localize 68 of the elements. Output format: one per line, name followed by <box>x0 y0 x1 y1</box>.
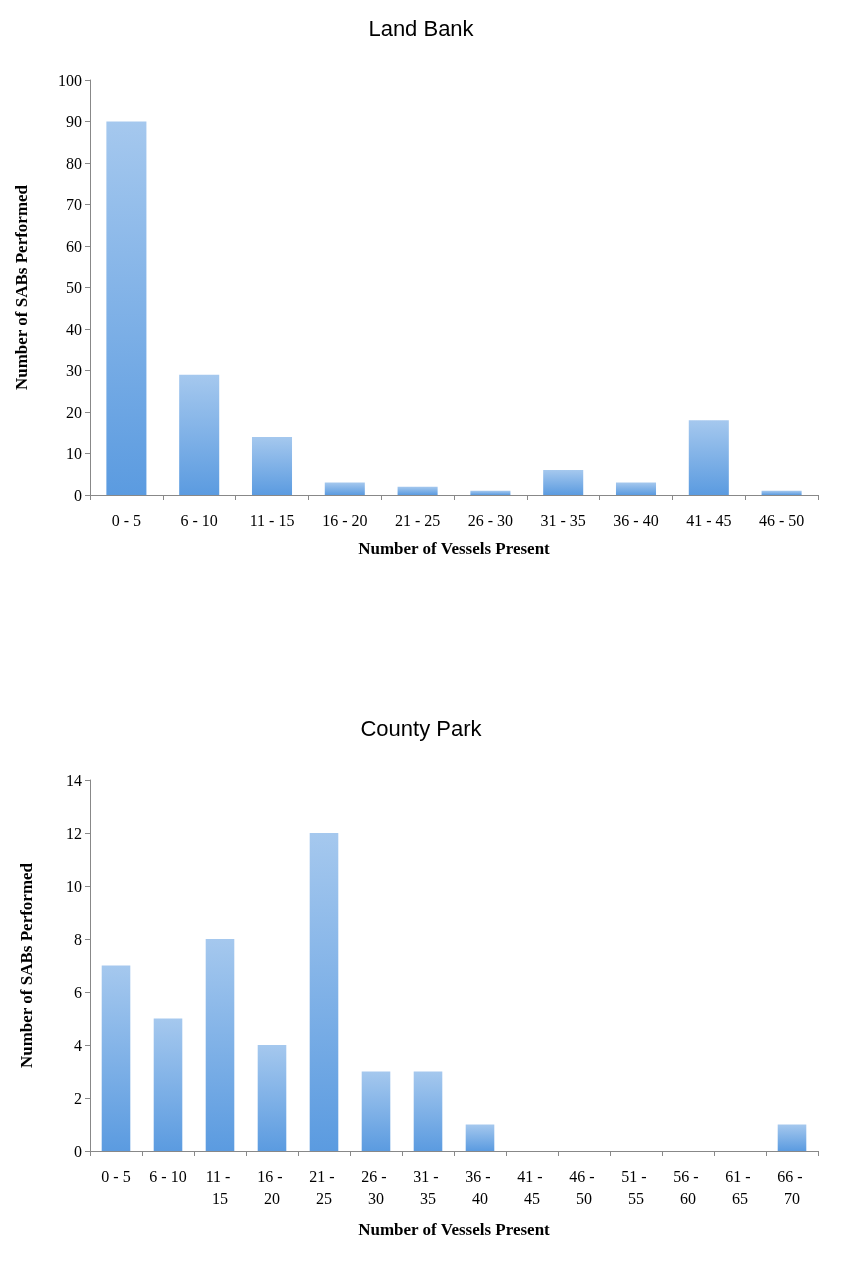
y-tick-label: 10 <box>66 877 82 895</box>
x-tick-label: 11 - 15 <box>249 511 295 529</box>
bar <box>361 1071 391 1151</box>
y-tick-label: 20 <box>66 403 82 421</box>
x-tick-label: 16 - 20 <box>257 1167 287 1207</box>
y-axis-title: Number of SABs Performed <box>12 184 31 391</box>
y-tick-label: 30 <box>66 362 82 379</box>
bar <box>777 1124 807 1151</box>
y-axis-title: Number of SABs Performed <box>17 862 36 1069</box>
y-tick-label: 60 <box>66 237 82 255</box>
y-tick-label: 40 <box>66 320 82 338</box>
bar <box>309 833 339 1151</box>
x-tick-label: 16 - 20 <box>322 511 368 529</box>
bar <box>470 490 511 495</box>
x-tick-label: 46 - 50 <box>758 511 805 529</box>
bar <box>543 470 584 495</box>
y-tick-label: 100 <box>58 71 82 89</box>
x-tick-label: 21 - 25 <box>394 511 441 529</box>
y-tick-label: 14 <box>66 771 82 789</box>
x-axis-title: Number of Vessels Present <box>358 539 551 558</box>
x-tick-label: 51 - 55 <box>621 1167 651 1207</box>
bar <box>251 436 293 495</box>
bar <box>413 1071 443 1151</box>
x-tick-label: 26 - 30 <box>361 1167 391 1207</box>
bar <box>257 1045 287 1151</box>
y-tick-label: 10 <box>66 445 82 462</box>
bar <box>153 1018 183 1151</box>
x-tick-label: 41 - 45 <box>686 511 732 529</box>
x-tick-label: 31 - 35 <box>540 511 586 529</box>
y-tick-label: 8 <box>74 930 82 948</box>
chart-title: Land Bank <box>368 15 475 41</box>
bar <box>397 486 438 495</box>
y-tick-label: 6 <box>74 983 82 1001</box>
bar <box>761 490 802 495</box>
x-tick-label: 61 - 65 <box>725 1167 755 1207</box>
x-tick-label: 6 - 10 <box>149 1167 187 1185</box>
y-tick-label: 50 <box>66 279 82 296</box>
x-tick-label: 56 - 60 <box>673 1167 703 1207</box>
bar <box>106 121 147 495</box>
bar <box>465 1124 495 1151</box>
x-tick-label: 31 - 35 <box>413 1167 443 1207</box>
x-tick-label: 66 - 70 <box>777 1167 807 1207</box>
x-tick-label: 26 - 30 <box>467 511 514 529</box>
x-tick-label: 6 - 10 <box>180 511 218 529</box>
y-tick-label: 70 <box>66 196 82 213</box>
x-tick-label: 46 - 50 <box>569 1167 599 1207</box>
y-tick-label: 2 <box>74 1089 82 1107</box>
y-tick-label: 90 <box>66 113 82 130</box>
bar <box>179 374 220 495</box>
x-tick-label: 36 - 40 <box>613 511 659 529</box>
bar <box>688 420 729 495</box>
x-tick-label: 21 - 25 <box>309 1167 339 1207</box>
x-tick-label: 0 - 5 <box>111 511 142 529</box>
bar <box>615 482 657 495</box>
y-tick-label: 0 <box>74 1142 82 1160</box>
x-tick-label: 41 - 45 <box>517 1167 547 1207</box>
y-tick-label: 4 <box>74 1036 82 1054</box>
y-tick-label: 80 <box>66 154 82 172</box>
x-tick-label: 36 - 40 <box>465 1167 495 1207</box>
y-tick-label: 12 <box>66 824 82 842</box>
bar <box>205 939 235 1151</box>
chart-title: County Park <box>360 715 483 741</box>
bar <box>324 482 365 495</box>
x-axis-title: Number of Vessels Present <box>358 1220 551 1239</box>
x-tick-label: 11 - 15 <box>205 1167 235 1207</box>
x-tick-label: 0 - 5 <box>101 1167 131 1185</box>
bar <box>101 965 131 1151</box>
y-tick-label: 0 <box>74 486 82 504</box>
